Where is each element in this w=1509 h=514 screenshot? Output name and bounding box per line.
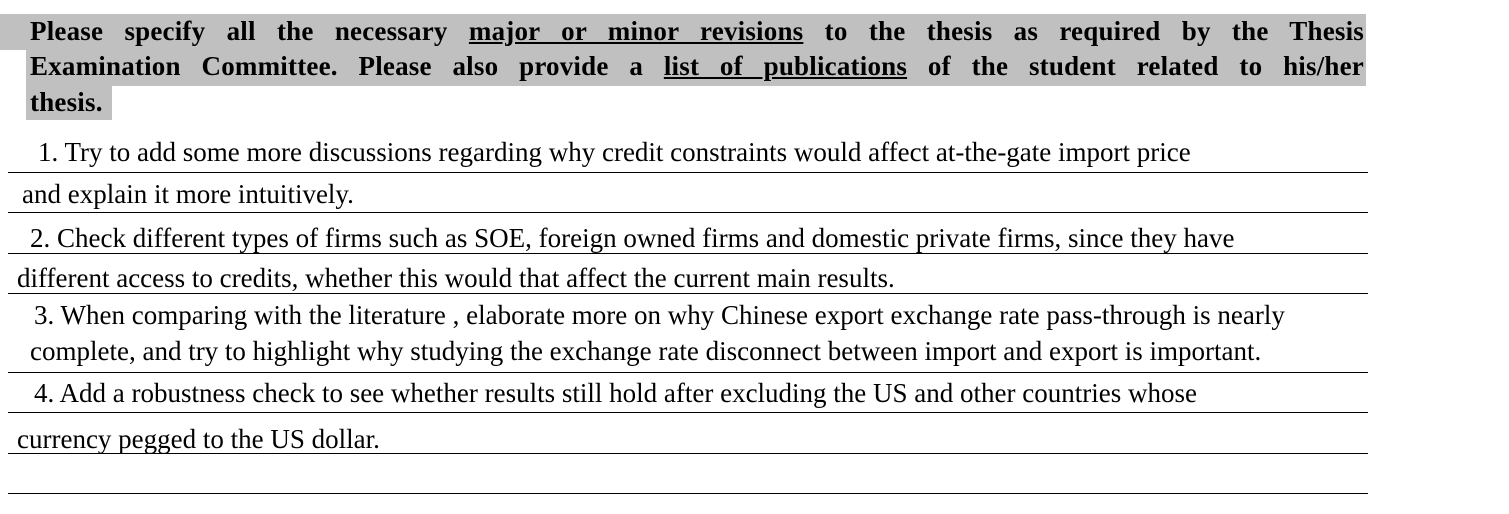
instruction-text: Please specify all the necessary bbox=[30, 16, 448, 46]
instruction-text: of the student related to his/her bbox=[927, 51, 1364, 81]
instruction-line-3: thesis. bbox=[30, 87, 103, 117]
header-highlight-3 bbox=[26, 86, 112, 120]
instruction-emphasis: list of publications bbox=[663, 51, 908, 81]
revision-3-line-1[interactable]: 3. When comparing with the literature , … bbox=[34, 300, 1285, 330]
instruction-line-1: Please specify all the necessary major o… bbox=[30, 16, 1364, 47]
revision-4-line-2[interactable]: currency pegged to the US dollar. bbox=[17, 424, 380, 454]
ruled-line bbox=[8, 212, 1368, 213]
header-highlight-2 bbox=[26, 50, 1366, 86]
header-highlight-1 bbox=[0, 14, 1366, 50]
instruction-emphasis: major or minor revisions bbox=[468, 16, 804, 46]
ruled-line bbox=[8, 172, 1368, 173]
ruled-line bbox=[8, 372, 1368, 373]
revision-2-line-2[interactable]: different access to credits, whether thi… bbox=[17, 263, 895, 293]
instruction-text: Examination Committee. Please also provi… bbox=[30, 51, 644, 81]
ruled-line-empty[interactable] bbox=[8, 493, 1368, 494]
revision-1-line-1[interactable]: 1. Try to add some more discussions rega… bbox=[38, 137, 1191, 167]
revision-3-line-2[interactable]: complete, and try to highlight why study… bbox=[30, 336, 1262, 366]
instruction-text: to the thesis as required by the Thesis bbox=[824, 16, 1365, 46]
revision-2-line-1[interactable]: 2. Check different types of firms such a… bbox=[30, 223, 1235, 253]
revision-4-line-1[interactable]: 4. Add a robustness check to see whether… bbox=[34, 378, 1197, 408]
ruled-line bbox=[8, 453, 1368, 454]
ruled-line bbox=[8, 253, 1368, 254]
ruled-line bbox=[8, 293, 1368, 294]
instruction-line-2: Examination Committee. Please also provi… bbox=[30, 51, 1364, 82]
revision-1-line-2[interactable]: and explain it more intuitively. bbox=[22, 179, 354, 209]
ruled-line bbox=[8, 412, 1368, 413]
